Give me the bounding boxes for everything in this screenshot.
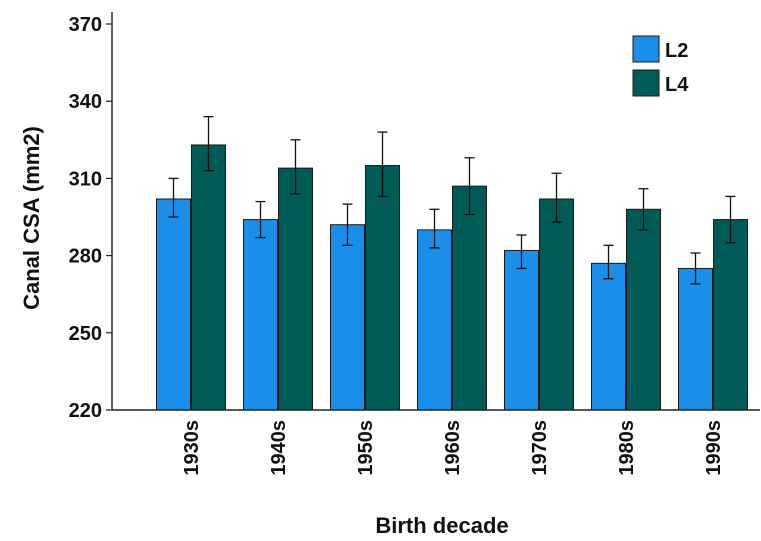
x-tick-label: 1960s [442, 420, 464, 476]
y-tick-label: 280 [69, 246, 102, 268]
y-tick-label: 340 [69, 91, 102, 113]
error-bar-l4-1990s [725, 195, 736, 244]
legend-swatch-l4 [632, 69, 660, 97]
bar-l2-1980s [591, 262, 626, 411]
y-axis-title: Canal CSA (mm2) [19, 126, 44, 310]
error-bar-l4-1930s [203, 115, 214, 172]
chart-bars [156, 144, 748, 411]
x-axis-ticks: 1930s 1940s 1950s 1960s 1970s 1980s 1990s [181, 420, 725, 476]
legend: L2 L4 [632, 35, 689, 97]
bar-l4-1940s [278, 167, 313, 411]
error-bar-l2-1980s [603, 244, 614, 280]
error-bar-l2-1990s [690, 252, 701, 285]
x-tick-label: 1930s [181, 420, 203, 476]
error-bar-l4-1970s [551, 172, 562, 223]
error-bar-l2-1970s [516, 234, 527, 270]
legend-label-l4: L4 [665, 74, 689, 96]
legend-label-l2: L2 [665, 40, 688, 62]
x-tick-label: 1940s [268, 420, 290, 476]
bar-l4-1990s [713, 219, 748, 411]
bar-l2-1970s [504, 249, 539, 411]
bar-l2-1930s [156, 198, 191, 411]
error-bar-l2-1950s [342, 203, 353, 246]
bar-l4-1950s [365, 165, 400, 411]
y-tick-label: 310 [69, 168, 102, 190]
bar-l2-1990s [678, 267, 713, 411]
error-bar-l2-1960s [429, 208, 440, 249]
x-tick-label: 1970s [529, 420, 551, 476]
error-bar-l4-1940s [290, 139, 301, 195]
bar-l2-1940s [243, 219, 278, 411]
x-tick-label: 1980s [616, 420, 638, 476]
axes [111, 12, 760, 411]
y-tick-label: 250 [69, 323, 102, 345]
error-bar-l2-1940s [255, 200, 266, 239]
error-bar-l4-1950s [377, 131, 388, 198]
y-tick-label: 220 [69, 400, 102, 422]
error-bar-l4-1960s [464, 157, 475, 216]
bar-l2-1960s [417, 229, 452, 411]
bar-l4-1980s [626, 208, 661, 411]
y-tick-label: 370 [69, 14, 102, 36]
y-axis-ticks: 220 250 280 310 340 370 [69, 14, 112, 422]
bar-l4-1930s [191, 144, 226, 411]
x-tick-label: 1990s [703, 420, 725, 476]
x-tick-label: 1950s [355, 420, 377, 476]
error-bars [168, 115, 736, 285]
error-bar-l2-1930s [168, 177, 179, 218]
bar-l2-1950s [330, 224, 365, 411]
bar-l4-1960s [452, 185, 487, 411]
x-axis-title: Birth decade [375, 513, 508, 538]
legend-swatch-l2 [632, 35, 660, 63]
error-bar-l4-1980s [638, 188, 649, 231]
bar-l4-1970s [539, 198, 574, 411]
